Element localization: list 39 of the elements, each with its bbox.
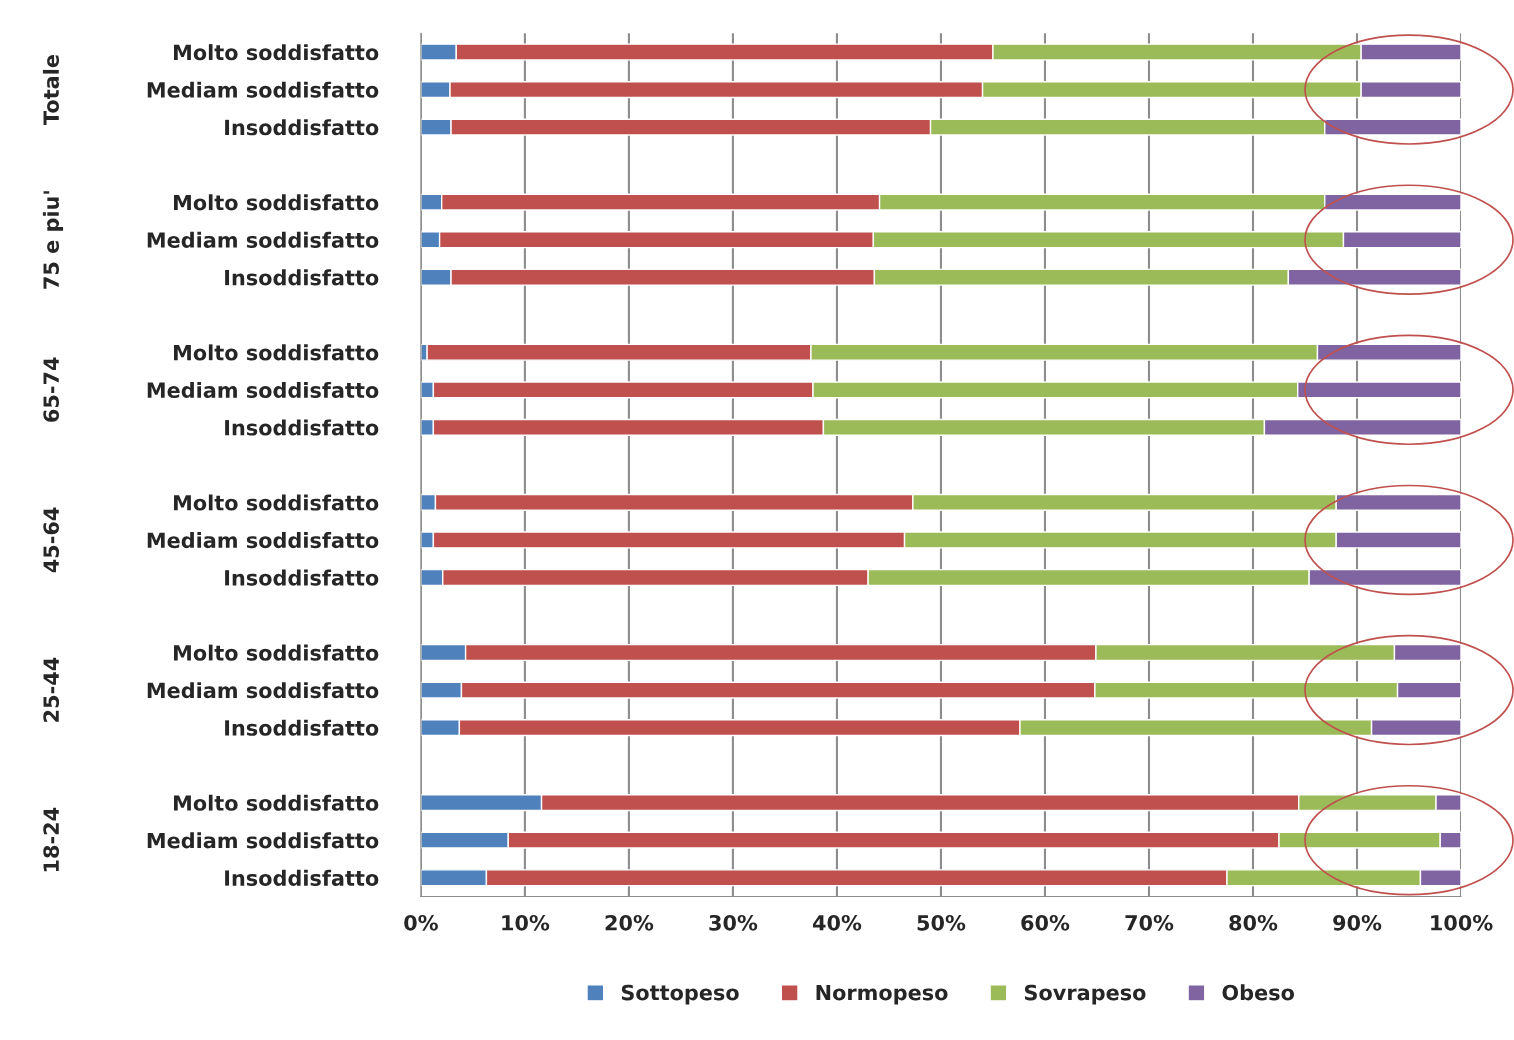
y-tick-label: Mediam soddisfatto	[147, 832, 379, 849]
x-tick-label: 40%	[812, 914, 862, 931]
y-tick-label: Mediam soddisfatto	[147, 231, 379, 248]
y-tick-label: Insoddisfatto	[225, 719, 379, 736]
x-tick-label: 50%	[917, 914, 966, 931]
y-tick-label: Molto soddisfatto	[174, 644, 379, 661]
y-tick-label: Molto soddisfatto	[174, 194, 379, 211]
x-tick-label: 60%	[1021, 914, 1070, 931]
x-tick-label: 30%	[709, 914, 758, 931]
y-tick-label: Insoddisfatto	[225, 869, 379, 886]
y-tick-label: Insoddisfatto	[225, 269, 379, 286]
text: 45-64	[43, 507, 60, 573]
y-tick-label: Molto soddisfatto	[174, 794, 379, 811]
x-tick-label: 10%	[502, 914, 550, 931]
text: 18-24	[43, 807, 60, 872]
legend-label: Sovrapeso	[1024, 984, 1146, 1005]
legend-label: Normopeso	[816, 984, 948, 1005]
x-tick-label: 70%	[1125, 914, 1174, 931]
y-tick-label: Insoddisfatto	[225, 569, 379, 586]
text: 65-74	[43, 357, 60, 422]
text: Totale	[42, 55, 60, 125]
x-tick-label: 20%	[605, 914, 654, 931]
text: 75 e piu'	[42, 191, 64, 289]
y-tick-label: Molto soddisfatto	[174, 494, 379, 511]
y-tick-label: Insoddisfatto	[225, 119, 379, 136]
text: 25-44	[43, 657, 60, 722]
y-tick-label: Insoddisfatto	[225, 419, 379, 436]
x-tick-label: 90%	[1333, 914, 1382, 931]
y-tick-label: Mediam soddisfatto	[147, 381, 379, 399]
y-tick-label: Mediam soddisfatto	[147, 81, 379, 98]
x-tick-label: 80%	[1229, 914, 1278, 931]
y-tick-label: Molto soddisfatto	[174, 344, 379, 361]
legend-label: Obeso	[1222, 984, 1294, 1001]
x-tick-label: 100%	[1431, 914, 1493, 931]
x-tick-label: 0%	[404, 914, 438, 931]
y-tick-label: Molto soddisfatto	[174, 44, 379, 61]
y-tick-label: Mediam soddisfatto	[147, 532, 379, 549]
y-tick-label: Mediam soddisfatto	[147, 682, 379, 699]
legend-label: Sottopeso	[621, 984, 739, 1005]
